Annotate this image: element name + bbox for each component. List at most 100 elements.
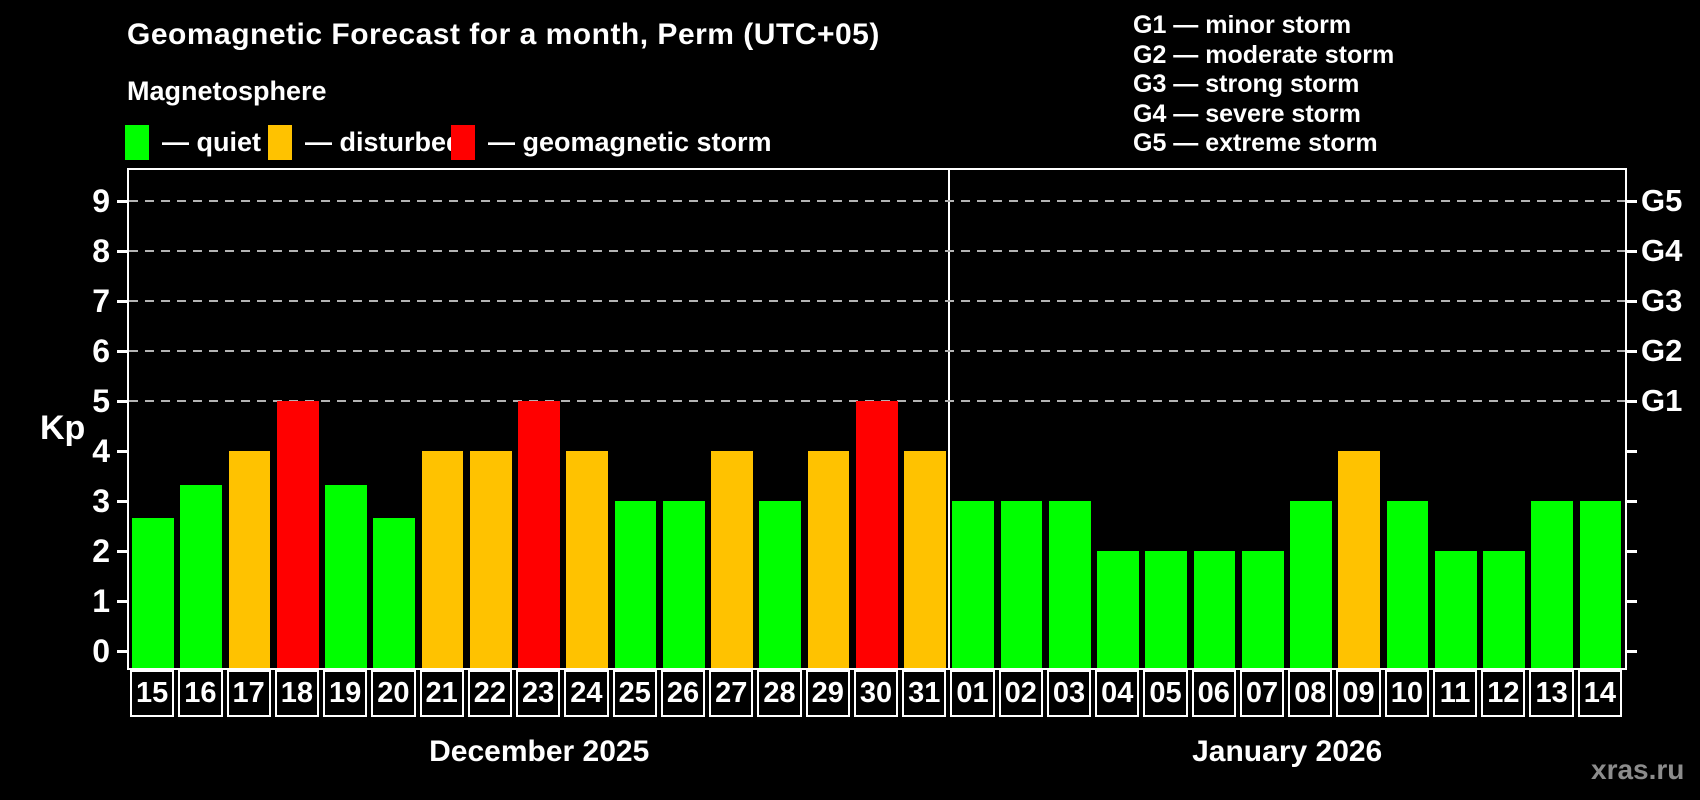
date-label: 27 bbox=[709, 670, 754, 717]
kp-bar bbox=[325, 484, 367, 668]
kp-tick-label: 8 bbox=[92, 233, 110, 269]
legend-item-disturbed: — disturbed bbox=[268, 125, 463, 160]
date-label: 13 bbox=[1529, 670, 1574, 717]
kp-axis-tick bbox=[117, 549, 127, 553]
kp-axis-tick bbox=[117, 649, 127, 653]
date-label: 10 bbox=[1384, 670, 1429, 717]
kp-bar bbox=[1483, 551, 1525, 668]
kp-tick-label: 4 bbox=[92, 433, 110, 469]
kp-bar bbox=[662, 501, 705, 668]
gridline-kp9 bbox=[129, 200, 1625, 202]
kp-bar bbox=[1579, 501, 1622, 668]
g-legend-item-5: G5 — extreme storm bbox=[1133, 129, 1378, 158]
kp-bar bbox=[518, 401, 560, 668]
kp-axis-tick bbox=[117, 349, 127, 353]
kp-bar bbox=[276, 401, 319, 668]
g-axis-tick bbox=[1627, 249, 1637, 253]
g-axis-tick bbox=[1627, 649, 1637, 653]
legend-label-quiet: — quiet bbox=[162, 127, 261, 157]
g-axis-tick bbox=[1627, 549, 1637, 553]
date-label: 11 bbox=[1432, 670, 1478, 717]
kp-bar bbox=[1386, 501, 1429, 668]
kp-tick-label: 9 bbox=[92, 183, 110, 219]
legend-item-storm: — geomagnetic storm bbox=[451, 125, 772, 160]
disturbed-swatch-icon bbox=[268, 125, 292, 160]
date-label: 23 bbox=[516, 670, 561, 717]
g-axis-label-g1: G1 bbox=[1641, 383, 1683, 418]
kp-tick-label: 1 bbox=[92, 583, 110, 619]
kp-bar bbox=[1531, 501, 1574, 668]
kp-bar bbox=[904, 451, 946, 668]
g-axis-tick bbox=[1627, 349, 1637, 353]
g-axis-tick bbox=[1627, 599, 1637, 603]
kp-bar bbox=[1193, 551, 1236, 668]
date-label: 22 bbox=[467, 670, 513, 717]
chart-subtitle: Magnetosphere bbox=[127, 76, 327, 106]
date-label: 19 bbox=[323, 670, 368, 717]
g-legend-item-1: G1 — minor storm bbox=[1133, 11, 1352, 39]
date-label: 20 bbox=[371, 670, 416, 717]
kp-bar bbox=[1097, 551, 1139, 668]
date-label: 06 bbox=[1191, 670, 1236, 717]
watermark: xras.ru bbox=[1591, 754, 1685, 785]
kp-bar bbox=[1434, 551, 1477, 668]
g-axis-tick bbox=[1627, 499, 1637, 503]
date-label: 29 bbox=[805, 670, 850, 717]
kp-axis-tick bbox=[117, 399, 127, 403]
kp-bar bbox=[421, 451, 464, 668]
date-label: 04 bbox=[1095, 670, 1140, 717]
kp-bar bbox=[469, 451, 512, 668]
date-label: 08 bbox=[1288, 670, 1333, 717]
kp-bar bbox=[614, 501, 657, 668]
kp-axis-tick bbox=[117, 199, 127, 203]
date-label: 05 bbox=[1143, 670, 1188, 717]
kp-axis-tick bbox=[117, 599, 127, 603]
plot-area bbox=[127, 168, 1627, 670]
kp-tick-label: 2 bbox=[92, 533, 110, 569]
kp-axis-tick bbox=[117, 449, 127, 453]
g-axis-label-g5: G5 bbox=[1641, 183, 1683, 218]
kp-tick-label: 0 bbox=[92, 633, 110, 669]
legend-label-disturbed: — disturbed bbox=[305, 127, 463, 157]
g-axis-tick bbox=[1627, 399, 1637, 403]
g-legend-item-2: G2 — moderate storm bbox=[1133, 40, 1395, 69]
g-axis-tick bbox=[1627, 199, 1637, 203]
storm-levels-legend: G1 — minor storm G2 — moderate storm G3 — … bbox=[1133, 11, 1394, 159]
kp-axis-tick bbox=[117, 249, 127, 253]
kp-bar bbox=[1145, 551, 1188, 668]
kp-tick-label: 6 bbox=[92, 333, 110, 369]
date-label: 03 bbox=[1046, 670, 1092, 717]
date-label: 25 bbox=[612, 670, 657, 717]
gridline-kp6 bbox=[129, 350, 1625, 352]
g-axis-tick bbox=[1627, 449, 1637, 453]
date-label: 12 bbox=[1481, 670, 1526, 717]
date-label: 14 bbox=[1577, 670, 1622, 717]
kp-bar bbox=[1338, 451, 1381, 668]
kp-bar bbox=[228, 451, 271, 668]
gridline-kp8 bbox=[129, 250, 1625, 252]
kp-tick-label: 5 bbox=[92, 383, 110, 419]
month-divider bbox=[948, 170, 951, 668]
kp-bar bbox=[1290, 501, 1332, 668]
kp-bar bbox=[711, 451, 753, 668]
date-label: 07 bbox=[1239, 670, 1285, 717]
g-legend-item-4: G4 — severe storm bbox=[1133, 99, 1361, 128]
g-axis-label-g4: G4 bbox=[1641, 233, 1683, 268]
kp-bar bbox=[1241, 551, 1284, 668]
quiet-swatch-icon bbox=[125, 125, 149, 160]
kp-bar bbox=[855, 401, 898, 668]
kp-bar bbox=[1000, 501, 1043, 668]
g-legend-item-3: G3 — strong storm bbox=[1133, 70, 1360, 99]
gridline-kp7 bbox=[129, 300, 1625, 302]
date-label: 24 bbox=[564, 670, 609, 717]
kp-bar bbox=[566, 451, 609, 668]
kp-bar bbox=[373, 517, 416, 668]
month-label: December 2025 bbox=[429, 735, 650, 768]
date-label: 15 bbox=[130, 670, 175, 717]
kp-bar bbox=[807, 451, 850, 668]
plot-inner bbox=[129, 170, 1625, 668]
date-label: 26 bbox=[660, 670, 706, 717]
kp-bar bbox=[759, 501, 802, 668]
storm-swatch-icon bbox=[451, 125, 475, 160]
